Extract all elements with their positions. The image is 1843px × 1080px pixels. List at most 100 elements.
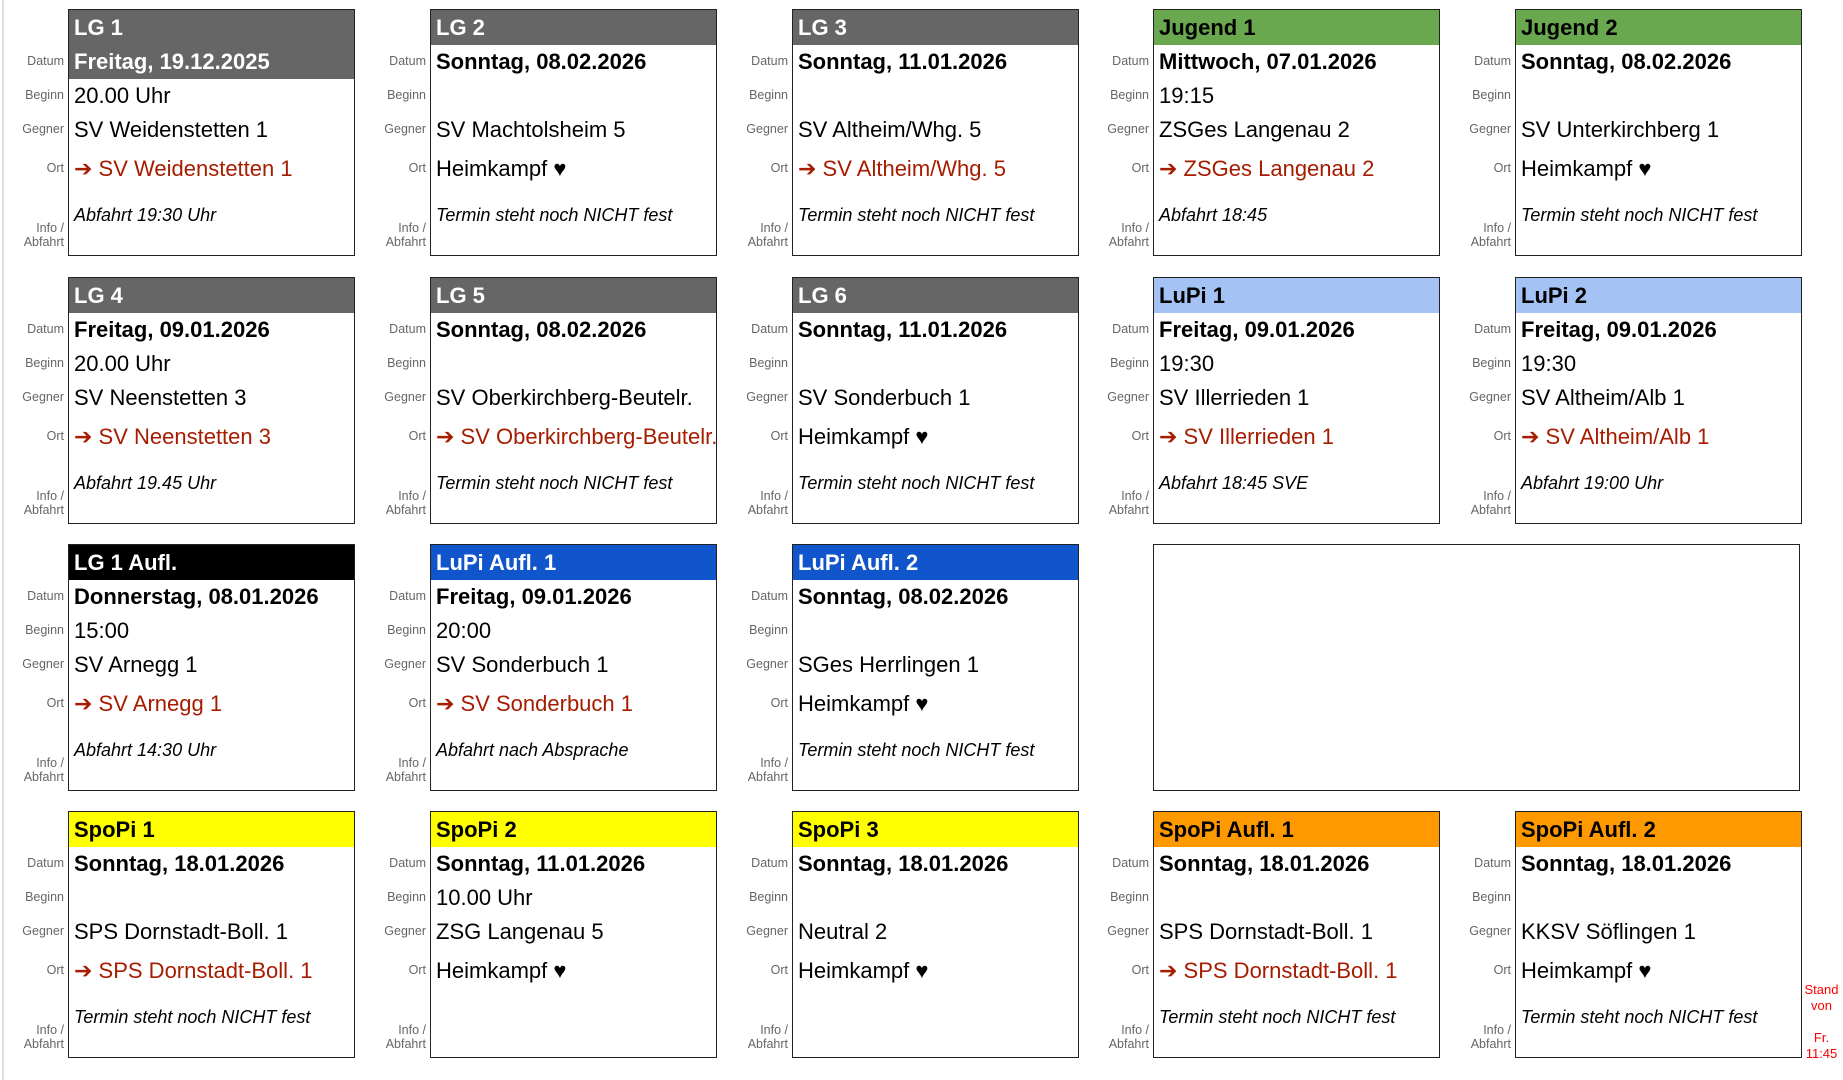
opponent: SV Arnegg 1 [74, 652, 198, 677]
label-info-text-2: Abfahrt [1470, 503, 1511, 517]
label-gegner-text: Gegner [22, 390, 64, 404]
label-ort: Ort [728, 696, 788, 710]
label-datum-text: Datum [1474, 54, 1511, 68]
label-beginn: Beginn [1451, 88, 1511, 102]
label-beginn: Beginn [4, 356, 64, 370]
info: Abfahrt nach Absprache [436, 740, 629, 760]
label-gegner-text: Gegner [1469, 924, 1511, 938]
opponent: SV Altheim/Alb 1 [1521, 385, 1685, 410]
label-datum-text: Datum [751, 589, 788, 603]
label-gegner-text: Gegner [746, 390, 788, 404]
team-title: SpoPi 2 [431, 812, 716, 847]
match-card: Datum Beginn Gegner Ort Info / Abfahrt Jugend… [1469, 9, 1802, 256]
match-box: LG 3 Sonntag, 11.01.2026 SV Altheim/Whg.… [792, 9, 1079, 256]
label-gegner: Gegner [4, 657, 64, 671]
label-info-text-2: Abfahrt [747, 770, 788, 784]
label-datum-text: Datum [27, 856, 64, 870]
label-info-text-2: Abfahrt [23, 235, 64, 249]
team-title: SpoPi Aufl. 1 [1154, 812, 1439, 847]
label-info: Info / Abfahrt [728, 489, 788, 517]
team-title: Jugend 2 [1516, 10, 1801, 45]
label-beginn: Beginn [728, 623, 788, 637]
match-begin [431, 347, 716, 381]
label-gegner: Gegner [4, 924, 64, 938]
opponent: SV Sonderbuch 1 [436, 652, 609, 677]
match-date: Sonntag, 08.02.2026 [798, 584, 1009, 609]
label-beginn-text: Beginn [25, 88, 64, 102]
info [793, 1002, 1078, 1032]
label-info-text-2: Abfahrt [747, 1037, 788, 1051]
match-box: LG 1 Aufl. Donnerstag, 08.01.2026 15:00 … [68, 544, 355, 791]
label-ort: Ort [1089, 161, 1149, 175]
location: Heimkampf ♥ [798, 691, 929, 716]
match-date: Freitag, 09.01.2026 [74, 317, 270, 342]
label-ort-text: Ort [1131, 963, 1149, 977]
label-gegner: Gegner [1089, 390, 1149, 404]
label-datum: Datum [4, 322, 64, 336]
match-begin [793, 347, 1078, 381]
location: ➔ SV Neenstetten 3 [74, 424, 271, 449]
label-info-text: Info / [1483, 1023, 1511, 1037]
label-datum-text: Datum [1112, 856, 1149, 870]
team-title: LG 3 [793, 10, 1078, 45]
label-beginn-text: Beginn [749, 623, 788, 637]
match-box: LG 1 Freitag, 19.12.2025 20.00 Uhr SV We… [68, 9, 355, 256]
location: ➔ SV Oberkirchberg-Beutelr. [436, 424, 716, 449]
label-info: Info / Abfahrt [366, 1023, 426, 1051]
team-title: Jugend 1 [1154, 10, 1439, 45]
label-ort-text: Ort [770, 161, 788, 175]
info: Abfahrt 14:30 Uhr [74, 740, 217, 760]
label-info-text: Info / [398, 489, 426, 503]
label-beginn-text: Beginn [1110, 88, 1149, 102]
match-card: Datum Beginn Gegner Ort Info / Abfahrt SpoPi … [384, 811, 717, 1058]
label-info-text: Info / [36, 221, 64, 235]
info: Termin steht noch NICHT fest [798, 205, 1035, 225]
label-datum-text: Datum [389, 54, 426, 68]
location: Heimkampf ♥ [798, 958, 929, 983]
match-date: Freitag, 09.01.2026 [1159, 317, 1355, 342]
label-beginn: Beginn [366, 623, 426, 637]
location: ➔ SV Illerrieden 1 [1159, 424, 1334, 449]
match-card: Datum Beginn Gegner Ort Info / Abfahrt LG 2 S… [384, 9, 717, 256]
label-ort: Ort [1451, 429, 1511, 443]
match-box: SpoPi Aufl. 2 Sonntag, 18.01.2026 KKSV S… [1515, 811, 1802, 1058]
label-datum: Datum [366, 322, 426, 336]
match-box: Jugend 2 Sonntag, 08.02.2026 SV Unterkir… [1515, 9, 1802, 256]
location: ➔ SV Arnegg 1 [74, 691, 223, 716]
label-info-text-2: Abfahrt [385, 503, 426, 517]
label-datum-text: Datum [1112, 54, 1149, 68]
stand-time: 11:45 [1805, 1046, 1838, 1061]
team-title: LuPi Aufl. 2 [793, 545, 1078, 580]
label-datum-text: Datum [751, 54, 788, 68]
stand-day: Fr. [1813, 1030, 1830, 1045]
location: ➔ SV Sonderbuch 1 [436, 691, 634, 716]
match-begin [793, 881, 1078, 915]
label-info-text: Info / [398, 1023, 426, 1037]
label-beginn-text: Beginn [387, 88, 426, 102]
match-date: Sonntag, 18.01.2026 [74, 851, 285, 876]
info: Termin steht noch NICHT fest [1159, 1007, 1396, 1027]
label-info: Info / Abfahrt [1451, 1023, 1511, 1051]
label-info: Info / Abfahrt [4, 221, 64, 249]
label-ort-text: Ort [408, 429, 426, 443]
opponent: SV Machtolsheim 5 [436, 117, 626, 142]
label-info-text-2: Abfahrt [23, 503, 64, 517]
label-datum: Datum [4, 54, 64, 68]
match-box: LG 5 Sonntag, 08.02.2026 SV Oberkirchber… [430, 277, 717, 524]
label-gegner-text: Gegner [384, 390, 426, 404]
label-info-text: Info / [36, 1023, 64, 1037]
opponent: Neutral 2 [798, 919, 888, 944]
match-card: Datum Beginn Gegner Ort Info / Abfahrt SpoPi … [746, 811, 1079, 1058]
label-info-text: Info / [36, 489, 64, 503]
match-date: Sonntag, 08.02.2026 [1521, 49, 1732, 74]
label-info-text: Info / [398, 221, 426, 235]
label-datum: Datum [366, 589, 426, 603]
info: Abfahrt 19:30 Uhr [74, 205, 217, 225]
label-ort: Ort [4, 963, 64, 977]
label-ort-text: Ort [46, 161, 64, 175]
label-datum-text: Datum [1112, 322, 1149, 336]
info: Termin steht noch NICHT fest [798, 473, 1035, 493]
match-begin [69, 881, 354, 915]
label-gegner: Gegner [4, 390, 64, 404]
opponent: SV Oberkirchberg-Beutelr. [436, 385, 693, 410]
